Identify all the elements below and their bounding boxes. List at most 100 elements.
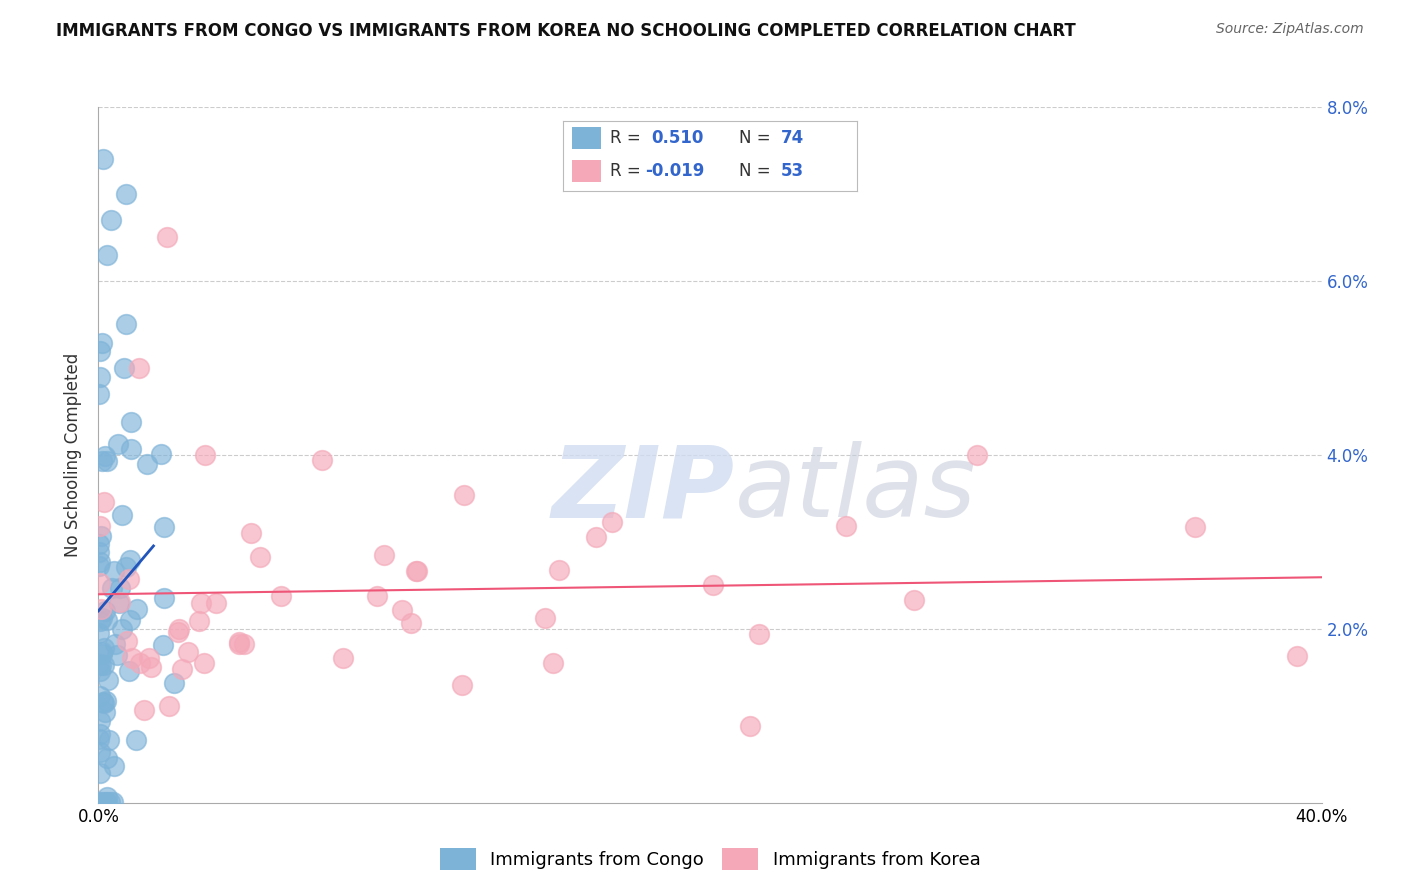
- Point: [93, 696, 115, 710]
- Point: [152, 638, 174, 652]
- Point: [91, 152, 114, 166]
- Point: [128, 360, 150, 375]
- Point: [138, 650, 160, 665]
- Point: [600, 516, 623, 530]
- Legend: Immigrants from Congo, Immigrants from Korea: Immigrants from Congo, Immigrants from K…: [433, 841, 987, 877]
- Point: [834, 519, 856, 533]
- Point: [366, 589, 388, 603]
- Point: [156, 230, 179, 244]
- Point: [129, 657, 152, 671]
- Point: [124, 733, 146, 747]
- Point: [96, 795, 118, 809]
- Point: [748, 626, 770, 640]
- Point: [89, 519, 111, 533]
- Y-axis label: No Schooling Completed: No Schooling Completed: [65, 353, 83, 557]
- Point: [101, 582, 124, 596]
- Point: [249, 549, 271, 564]
- Point: [108, 596, 131, 610]
- Point: [127, 601, 149, 615]
- Point: [87, 558, 110, 573]
- Point: [87, 626, 110, 640]
- Point: [193, 656, 215, 670]
- Point: [89, 576, 111, 591]
- Point: [391, 603, 413, 617]
- Point: [205, 596, 228, 610]
- Point: [93, 640, 115, 655]
- Point: [90, 454, 112, 468]
- Point: [405, 564, 427, 578]
- Point: [190, 596, 212, 610]
- Point: [89, 343, 111, 358]
- Point: [152, 591, 174, 605]
- Point: [120, 553, 142, 567]
- Point: [157, 698, 180, 713]
- Point: [98, 795, 121, 809]
- Point: [112, 360, 135, 375]
- Point: [90, 602, 112, 616]
- Point: [332, 651, 354, 665]
- Point: [373, 548, 395, 562]
- Point: [94, 449, 117, 463]
- Point: [1184, 520, 1206, 534]
- Point: [534, 611, 557, 625]
- Point: [93, 495, 115, 509]
- Point: [90, 610, 112, 624]
- Point: [118, 664, 141, 678]
- Point: [118, 572, 141, 586]
- Point: [1286, 649, 1309, 664]
- Point: [89, 727, 111, 741]
- Point: [110, 581, 132, 595]
- Point: [177, 644, 200, 658]
- Point: [87, 544, 110, 558]
- Point: [311, 452, 333, 467]
- Point: [96, 751, 118, 765]
- Point: [240, 525, 263, 540]
- Point: [228, 635, 250, 649]
- Point: [93, 795, 115, 809]
- Point: [87, 657, 110, 671]
- Text: Source: ZipAtlas.com: Source: ZipAtlas.com: [1216, 22, 1364, 37]
- Point: [120, 415, 142, 429]
- Point: [399, 616, 422, 631]
- Point: [270, 590, 292, 604]
- Point: [101, 795, 124, 809]
- Point: [406, 565, 429, 579]
- Point: [91, 695, 114, 709]
- Point: [702, 577, 724, 591]
- Point: [103, 564, 125, 578]
- Text: atlas: atlas: [734, 442, 976, 538]
- Point: [89, 555, 111, 569]
- Point: [233, 637, 256, 651]
- Point: [117, 634, 139, 648]
- Point: [87, 731, 110, 746]
- Point: [132, 703, 155, 717]
- Point: [96, 790, 118, 805]
- Point: [966, 448, 988, 462]
- Point: [188, 615, 211, 629]
- Point: [94, 705, 117, 719]
- Point: [114, 560, 136, 574]
- Point: [740, 719, 762, 733]
- Point: [172, 662, 194, 676]
- Point: [120, 442, 142, 457]
- Point: [108, 595, 131, 609]
- Point: [105, 648, 128, 662]
- Point: [139, 660, 162, 674]
- Point: [167, 625, 190, 640]
- Point: [104, 637, 127, 651]
- Point: [107, 437, 129, 451]
- Point: [96, 613, 118, 627]
- Point: [90, 795, 112, 809]
- Point: [120, 614, 142, 628]
- Point: [89, 537, 111, 551]
- Point: [89, 714, 111, 728]
- Point: [135, 457, 157, 471]
- Point: [100, 213, 122, 227]
- Point: [453, 488, 475, 502]
- Point: [87, 387, 110, 401]
- Point: [903, 592, 925, 607]
- Point: [153, 520, 176, 534]
- Point: [121, 651, 143, 665]
- Point: [115, 186, 138, 201]
- Point: [115, 317, 138, 331]
